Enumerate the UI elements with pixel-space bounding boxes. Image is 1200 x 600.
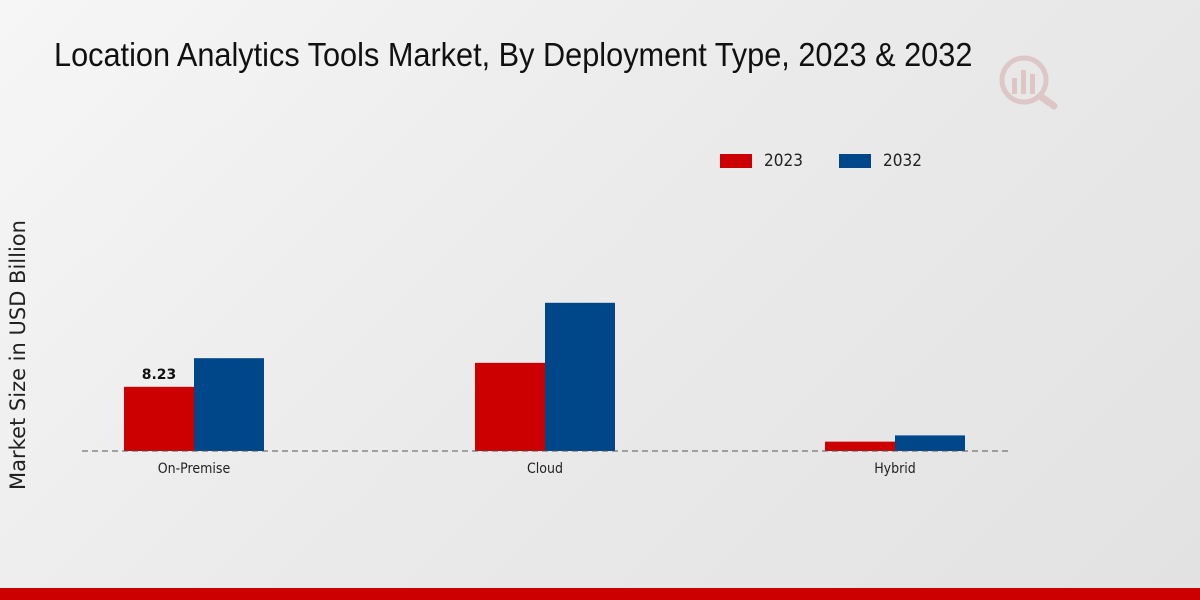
bar-2023-cloud — [475, 362, 545, 451]
bar-2023-on-premise — [124, 386, 194, 451]
legend: 2023 2032 — [720, 148, 927, 174]
legend-label-2023: 2023 — [764, 151, 803, 171]
bar-2023-hybrid — [825, 441, 895, 451]
bar-2032-hybrid — [895, 435, 965, 451]
bottom-accent-bar — [0, 588, 1200, 600]
legend-item-2023: 2023 — [720, 151, 807, 171]
x-tick-label-cloud: Cloud — [527, 461, 563, 477]
legend-item-2032: 2032 — [839, 151, 926, 171]
bar-2032-on-premise — [194, 358, 264, 451]
legend-swatch-2023 — [720, 154, 752, 168]
bar-2032-cloud — [545, 302, 615, 451]
data-label-2023-on-premise: 8.23 — [142, 367, 177, 383]
x-tick-label-hybrid: Hybrid — [874, 461, 916, 477]
legend-label-2032: 2032 — [883, 151, 923, 171]
x-tick-label-on-premise: On-Premise — [158, 461, 230, 477]
watermark-logo-icon — [999, 55, 1058, 110]
chart-title: Location Analytics Tools Market, By Depl… — [54, 36, 973, 73]
legend-swatch-2032 — [839, 154, 872, 168]
